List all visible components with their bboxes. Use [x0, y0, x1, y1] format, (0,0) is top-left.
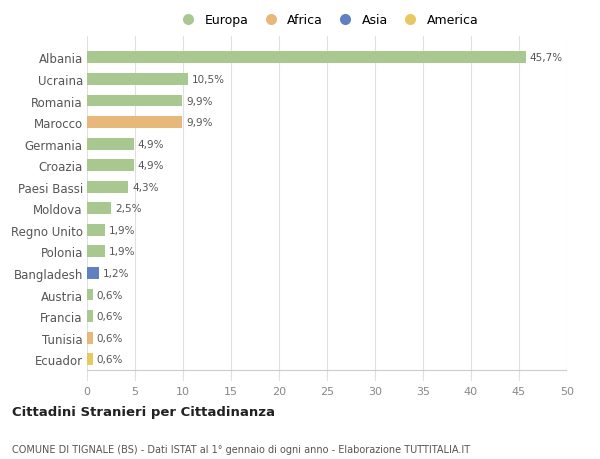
Bar [87, 160, 134, 172]
Bar [87, 95, 182, 107]
Bar [87, 332, 93, 344]
Bar [87, 353, 93, 365]
Text: 9,9%: 9,9% [186, 118, 212, 128]
Text: 0,6%: 0,6% [97, 290, 123, 300]
Text: 4,9%: 4,9% [138, 161, 164, 171]
Text: 1,9%: 1,9% [109, 247, 136, 257]
Text: 0,6%: 0,6% [97, 333, 123, 343]
Legend: Europa, Africa, Asia, America: Europa, Africa, Asia, America [176, 14, 478, 27]
Bar [87, 310, 93, 322]
Bar [87, 74, 188, 86]
Text: 4,3%: 4,3% [132, 182, 158, 192]
Text: 10,5%: 10,5% [191, 75, 224, 85]
Text: Cittadini Stranieri per Cittadinanza: Cittadini Stranieri per Cittadinanza [12, 405, 275, 418]
Bar [87, 181, 128, 193]
Text: 1,2%: 1,2% [103, 269, 129, 278]
Bar [87, 52, 526, 64]
Text: 0,6%: 0,6% [97, 311, 123, 321]
Text: 1,9%: 1,9% [109, 225, 136, 235]
Text: 4,9%: 4,9% [138, 140, 164, 149]
Text: 9,9%: 9,9% [186, 96, 212, 106]
Text: 0,6%: 0,6% [97, 354, 123, 364]
Bar [87, 139, 134, 150]
Text: 45,7%: 45,7% [530, 53, 563, 63]
Bar [87, 289, 93, 301]
Text: COMUNE DI TIGNALE (BS) - Dati ISTAT al 1° gennaio di ogni anno - Elaborazione TU: COMUNE DI TIGNALE (BS) - Dati ISTAT al 1… [12, 444, 470, 454]
Text: 2,5%: 2,5% [115, 204, 142, 214]
Bar [87, 224, 105, 236]
Bar [87, 203, 111, 215]
Bar [87, 117, 182, 129]
Bar [87, 246, 105, 258]
Bar [87, 268, 98, 279]
